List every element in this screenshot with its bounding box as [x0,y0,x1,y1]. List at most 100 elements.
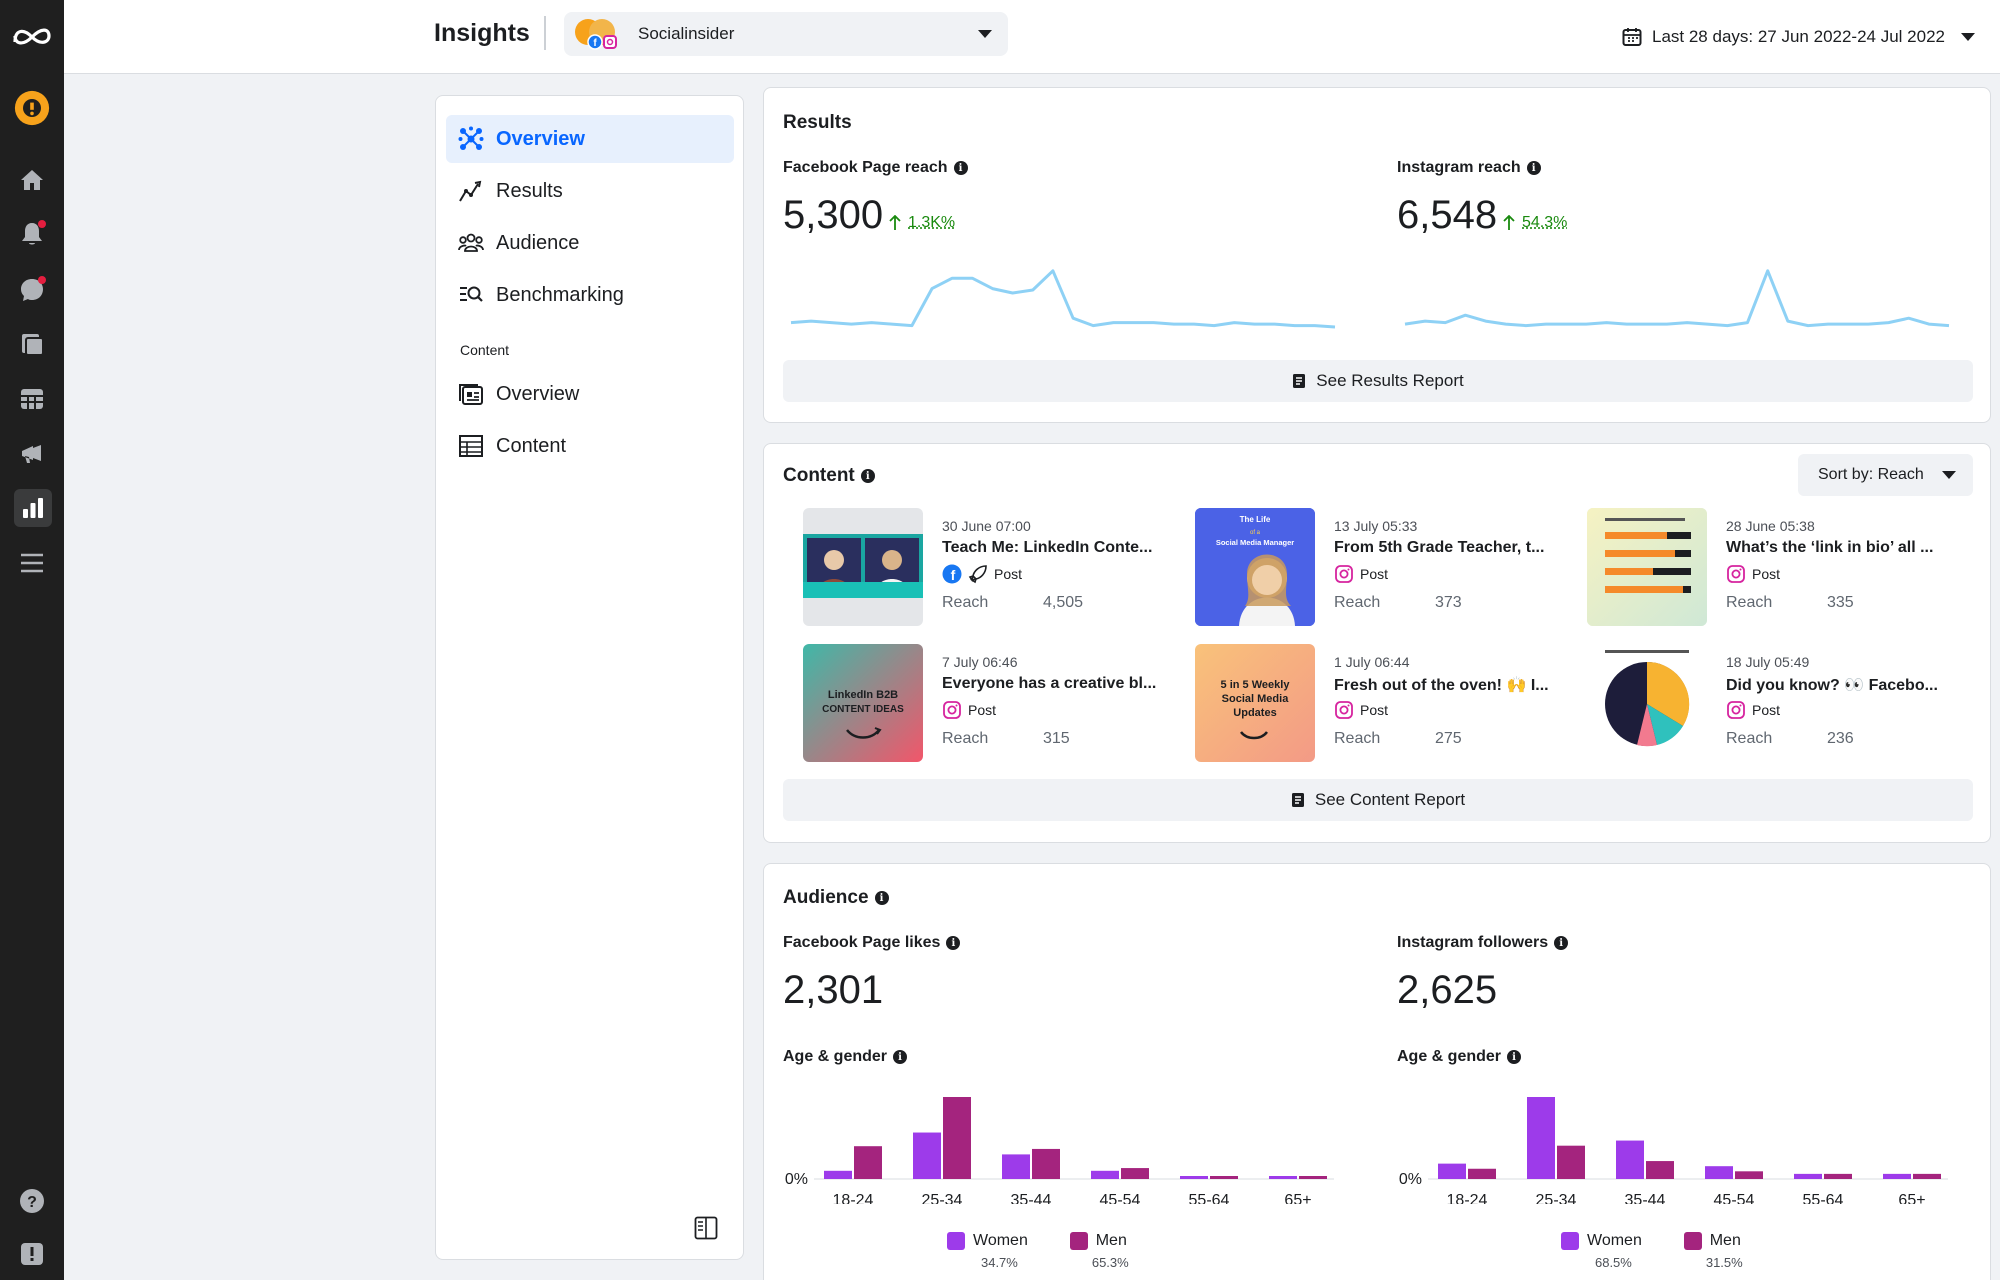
legend-label: Women [973,1232,1028,1249]
meta-logo-icon[interactable] [10,18,54,54]
audience-icon [458,233,484,252]
report-icon [1293,374,1306,388]
post-reach-label: Reach [942,594,989,611]
x-tick-label: 65+ [1284,1192,1311,1204]
sidebar-item-overview[interactable]: Overview [446,115,734,163]
post-title[interactable]: From 5th Grade Teacher, t... [1334,539,1545,556]
facebook-age-gender-label: Age & gender i [783,1048,908,1066]
sidebar-item-results[interactable]: Results [446,167,734,215]
bar-women-35-44 [1002,1154,1030,1179]
facebook-reach-change[interactable]: 1.3K% [888,214,955,232]
post-reach-label: Reach [1334,730,1381,747]
facebook-icon: f [942,564,962,584]
date-range-picker[interactable]: Last 28 days: 27 Jun 2022-24 Jul 2022 [1622,22,1975,52]
account-name: Socialinsider [638,24,735,43]
x-tick-label: 45-54 [1714,1192,1755,1204]
post-thumbnail[interactable]: 5 in 5 Weekly Social Media Updates [1195,644,1315,762]
ads-icon[interactable] [14,436,50,472]
see-content-report-button[interactable]: See Content Report [783,779,1973,821]
instagram-icon [1727,701,1745,719]
post-thumbnail[interactable]: The Life of a Social Media Manager [1195,508,1315,626]
y-tick-label: 0% [785,1171,808,1188]
post-reach-label: Reach [1726,730,1773,747]
bar-women-55-64 [1180,1176,1208,1179]
info-icon: i [874,891,889,905]
reach-line-series [790,269,1336,329]
sidebar-item-audience[interactable]: Audience [446,219,734,267]
collapse-sidebar-icon[interactable] [694,1216,718,1245]
post-card[interactable]: 18 July 05:49 Did you know? 👀 Facebo... … [1587,644,1967,764]
svg-text:5 in 5 Weekly: 5 in 5 Weekly [1221,679,1291,691]
svg-text:f: f [593,38,597,49]
profile-avatar-icon[interactable] [14,90,50,126]
bar-men-18-24 [854,1146,882,1179]
menu-icon[interactable] [14,545,50,581]
insights-sidebar: Overview Results Audience Benchmarking C… [435,95,744,1260]
sidebar-item-content[interactable]: Content [446,422,734,470]
content-title: Content i [783,465,875,487]
post-thumbnail[interactable] [803,508,923,626]
post-reach-value: 315 [1043,730,1070,747]
bar-men-55-64 [1210,1176,1238,1179]
post-card[interactable]: The Life of a Social Media Manager 13 July… [1195,508,1575,628]
bar-men-35-44 [1646,1161,1674,1179]
bar-men-65+ [1299,1176,1327,1179]
bar-men-25-34 [1557,1145,1585,1179]
messages-icon[interactable] [14,272,50,308]
sidebar-item-label: Audience [496,231,580,254]
post-title[interactable]: Fresh out of the oven! 🙌 I... [1334,677,1549,694]
pages-icon[interactable] [14,326,50,362]
legend-swatch [1561,1232,1579,1250]
info-icon: i [946,936,961,950]
legend-percent: 68.5% [1594,1255,1632,1270]
legend-item-men: Men 65.3% [1068,1232,1129,1270]
post-card[interactable]: LinkedIn B2B CONTENT IDEAS 7 July 06:46 E… [803,644,1183,764]
notifications-icon[interactable] [14,216,50,252]
sidebar-item-benchmarking[interactable]: Benchmarking [446,271,734,319]
instagram-reach-label: Instagram reach i [1397,159,1541,177]
facebook-age-gender-chart: 0% 18-24 25-34 35-44 45-54 55-64 65+ [785,1097,1334,1204]
post-title[interactable]: Teach Me: LinkedIn Conte... [942,539,1153,556]
account-selector[interactable]: f Socialinsider [564,12,1008,56]
report-problem-icon[interactable] [14,1236,50,1272]
post-reach-label: Reach [1334,594,1381,611]
post-title[interactable]: Did you know? 👀 Facebo... [1726,677,1938,694]
instagram-reach-sparkline [1404,269,1950,328]
see-results-report-button[interactable]: See Results Report [783,360,1973,402]
post-type: Post [1726,700,1780,720]
facebook-reach-sparkline [790,269,1336,329]
bar-women-45-54 [1091,1170,1119,1179]
instagram-followers-value: 2,625 [1397,968,1498,1012]
planner-icon[interactable] [14,381,50,417]
sort-by-dropdown[interactable]: Sort by: Reach [1798,454,1973,496]
post-card[interactable]: 28 June 05:38 What’s the ‘link in bio’ a… [1587,508,1967,628]
arrow-up-icon [1503,215,1515,230]
post-card[interactable]: 30 June 07:00 Teach Me: LinkedIn Conte..… [803,508,1183,628]
post-card[interactable]: 5 in 5 Weekly Social Media Updates 1 July … [1195,644,1575,764]
post-title[interactable]: What’s the ‘link in bio’ all ... [1726,539,1934,556]
bar-women-25-34 [913,1132,941,1179]
info-icon: i [860,469,875,483]
x-tick-label: 25-34 [922,1192,963,1204]
post-date: 1 July 06:44 [1334,654,1410,670]
sidebar-section-content: Content [460,342,510,358]
post-thumbnail[interactable] [1587,508,1707,626]
sidebar-item-content-overview[interactable]: Overview [446,370,734,418]
bar-women-25-34 [1527,1097,1555,1179]
arrow-up-icon [889,215,901,230]
post-date: 7 July 06:46 [942,654,1018,670]
legend-percent: 31.5% [1705,1255,1743,1270]
audience-title: Audience i [783,887,889,909]
instagram-reach-value: 6,548 [1397,193,1498,237]
instagram-reach-change[interactable]: 54.3% [1502,214,1567,232]
post-thumbnail[interactable] [1587,644,1707,762]
home-icon[interactable] [14,162,50,198]
post-title[interactable]: Everyone has a creative bl... [942,675,1157,692]
instagram-icon [943,701,961,719]
report-icon [1291,793,1304,807]
post-thumbnail[interactable]: LinkedIn B2B CONTENT IDEAS [803,644,923,762]
bar-men-55-64 [1824,1173,1852,1179]
help-icon[interactable]: ? [14,1183,50,1219]
insights-icon[interactable] [14,489,52,527]
instagram-icon [1335,701,1353,719]
